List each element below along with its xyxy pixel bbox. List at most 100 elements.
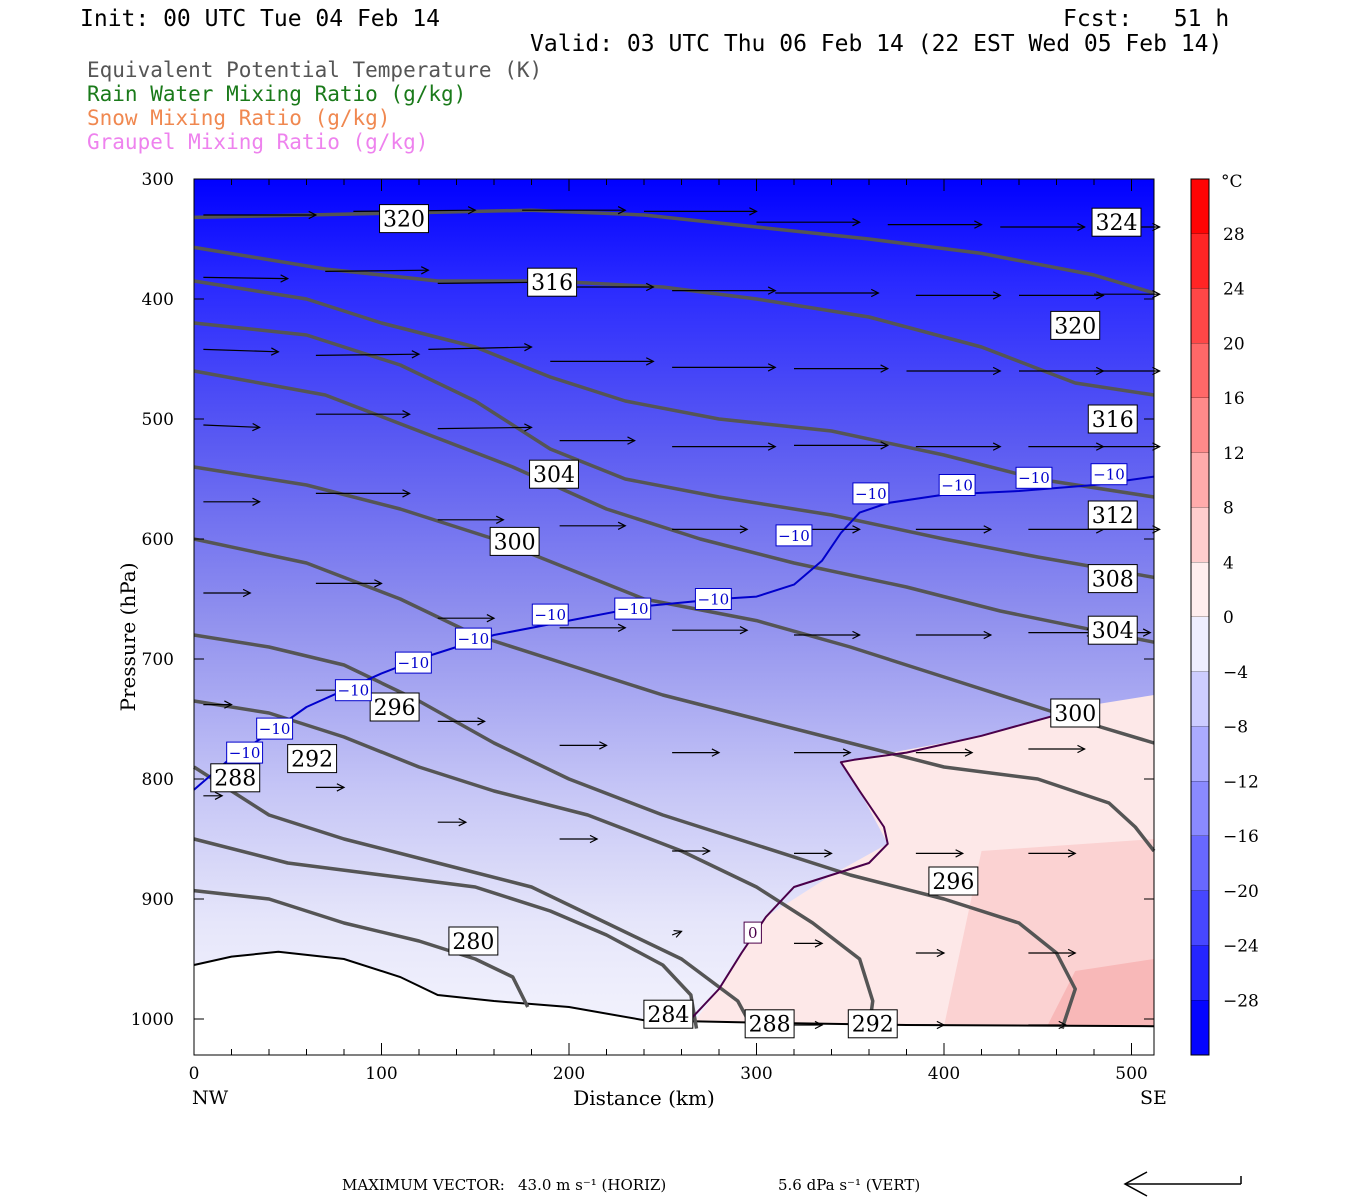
svg-text:−10: −10 — [941, 476, 973, 494]
colorbar-tick-label: 16 — [1223, 389, 1245, 409]
wind-vector — [775, 288, 880, 298]
theta-e-contour-284 — [193, 837, 699, 1029]
wind-vector — [887, 220, 983, 229]
svg-text:296: 296 — [932, 870, 974, 895]
wind-vector — [203, 497, 261, 506]
colorbar-tick-label: −12 — [1223, 772, 1259, 792]
y-tick-label: 400 — [142, 290, 174, 310]
colorbar-tick-label: −24 — [1223, 937, 1259, 957]
x-tick-label: 300 — [740, 1064, 772, 1084]
theta-e-contour-316 — [193, 279, 1155, 499]
warm-region-peak — [1047, 959, 1154, 1027]
wind-vector — [915, 525, 993, 534]
svg-text:−10: −10 — [259, 720, 291, 738]
colorbar-tick-label: 4 — [1223, 553, 1234, 573]
y-tick-label: 600 — [142, 530, 174, 550]
theta-e-contour-288 — [193, 765, 755, 1030]
isotherm-label: −10 — [938, 474, 976, 496]
svg-text:−10: −10 — [398, 654, 430, 672]
wind-vector — [794, 849, 833, 858]
variable-label-graupel: Graupel Mixing Ratio (g/kg) — [87, 130, 429, 154]
svg-text:292: 292 — [852, 1013, 894, 1038]
colorbar-segment — [1191, 617, 1209, 672]
wind-vector — [915, 1020, 946, 1030]
wind-vector — [794, 1020, 824, 1030]
wind-vector — [672, 748, 721, 757]
isotherm-label: −10 — [334, 679, 372, 702]
wind-vector — [915, 442, 1002, 451]
wind-vector — [672, 363, 777, 372]
wind-vector — [325, 266, 430, 275]
colorbar-segment — [1191, 836, 1209, 891]
wind-vector — [203, 791, 224, 800]
theta-e-contour-308 — [193, 369, 1155, 644]
wind-vector — [315, 783, 346, 792]
wind-vector — [1019, 291, 1105, 300]
wind-vector — [559, 623, 627, 632]
svg-text:288: 288 — [214, 767, 256, 792]
colorbar-frame — [1190, 178, 1210, 1056]
wind-vector — [437, 515, 505, 524]
colorbar-segment — [1191, 671, 1209, 727]
theta-e-label: 288 — [744, 1009, 795, 1039]
wind-vector — [672, 846, 711, 856]
colorbar-tick-label: 12 — [1223, 444, 1245, 464]
x-axis-label: Distance (km) — [573, 1086, 715, 1110]
isotherm-label: −10 — [1090, 463, 1128, 486]
wind-vector — [1094, 290, 1161, 299]
theta-e-label: 284 — [643, 999, 694, 1029]
svg-text:−10: −10 — [617, 600, 649, 618]
colorbar-segment — [1191, 233, 1209, 289]
wind-vector — [644, 207, 758, 216]
svg-text:308: 308 — [1092, 568, 1134, 593]
wind-vector — [671, 929, 683, 938]
theta-e-contour-292 — [193, 699, 875, 1029]
svg-text:0: 0 — [748, 924, 758, 942]
x-endpoint-left: NW — [192, 1087, 229, 1109]
wind-vector — [1028, 948, 1077, 958]
theta-e-label: 296 — [928, 866, 979, 896]
colorbar-tick-label: −28 — [1223, 991, 1259, 1011]
y-tick-label: 500 — [142, 410, 174, 430]
svg-text:316: 316 — [531, 271, 573, 296]
wind-vector — [522, 206, 627, 215]
wind-vector — [915, 948, 946, 958]
theta-e-label: 308 — [1087, 564, 1138, 594]
isotherm-label: −10 — [1015, 466, 1053, 489]
theta-e-label: 320 — [1050, 310, 1101, 340]
isotherm-label: −10 — [694, 588, 732, 610]
colorbar-unit: °C — [1221, 172, 1243, 192]
svg-text:312: 312 — [1092, 504, 1134, 529]
x-tick-label: 500 — [1115, 1064, 1147, 1084]
colorbar-segment — [1191, 398, 1209, 453]
wind-vector — [203, 274, 290, 283]
wind-vector — [203, 700, 233, 709]
theta-e-label: 304 — [1087, 615, 1138, 645]
max-vector-vert: 5.6 dPa s⁻¹ (VERT) — [778, 1176, 921, 1194]
colorbar-segment — [1191, 288, 1209, 344]
svg-text:−10: −10 — [778, 527, 810, 545]
svg-text:−10: −10 — [698, 590, 730, 608]
variable-label-snow: Snow Mixing Ratio (g/kg) — [87, 106, 391, 130]
wind-vector — [315, 350, 421, 359]
isotherm-label: −10 — [394, 651, 432, 674]
plot-frame — [193, 178, 1155, 1056]
wind-vector — [203, 347, 280, 356]
svg-text:288: 288 — [749, 1013, 791, 1038]
theta-e-label: 296 — [369, 692, 420, 722]
theta-e-label: 280 — [448, 926, 499, 956]
svg-text:300: 300 — [1054, 702, 1096, 727]
theta-e-label: 292 — [847, 1009, 898, 1039]
colorbar-tick-label: 8 — [1223, 499, 1234, 519]
x-endpoint-right: SE — [1140, 1087, 1167, 1109]
wind-vector — [315, 579, 383, 588]
svg-text:304: 304 — [533, 463, 575, 488]
svg-text:−10: −10 — [534, 606, 566, 624]
wind-vector — [437, 614, 496, 623]
wind-vector — [559, 436, 636, 445]
max-vector-horiz: 43.0 m s⁻¹ (HORIZ) — [518, 1176, 667, 1194]
x-tick-label: 400 — [928, 1064, 960, 1084]
colorbar-tick-label: −8 — [1223, 718, 1248, 738]
x-tick-label: 100 — [365, 1064, 397, 1084]
theta-e-label: 320 — [379, 204, 429, 234]
